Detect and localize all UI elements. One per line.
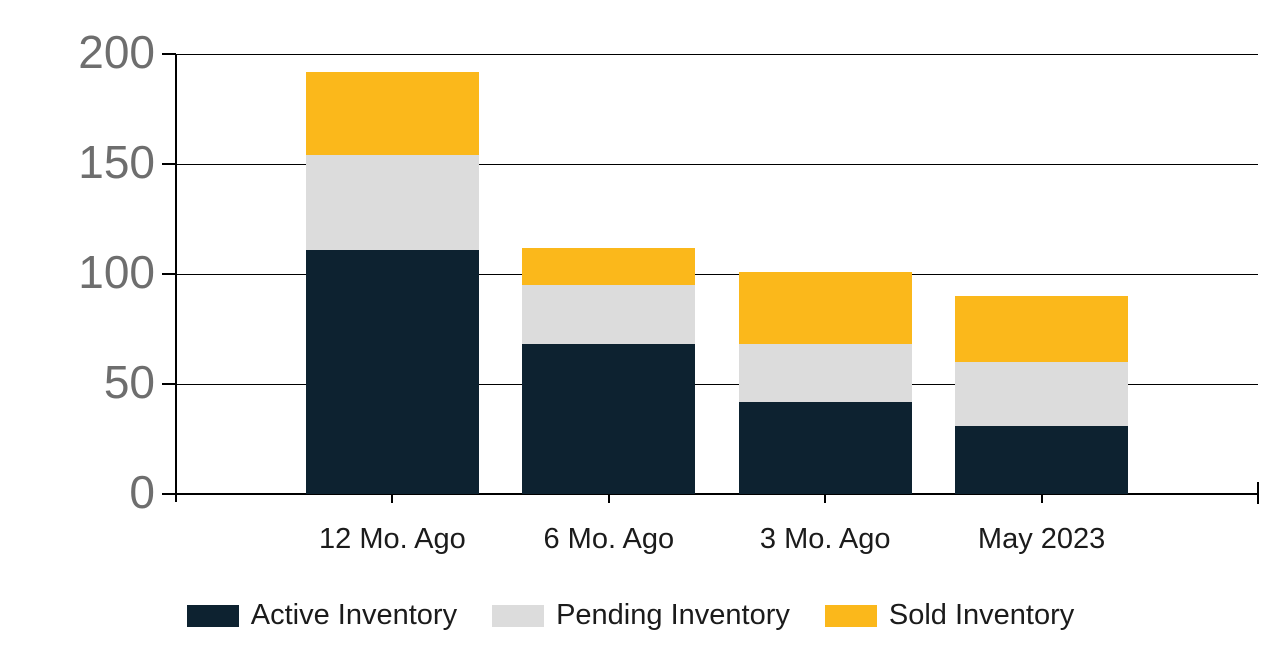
y-tick-label: 0 [129, 465, 155, 518]
x-tick [1040, 494, 1043, 503]
x-tick [607, 494, 610, 503]
x-axis-line [176, 493, 1258, 495]
bar-segment [305, 249, 479, 494]
x-tick-label: May 2023 [977, 523, 1106, 555]
y-tick [162, 493, 176, 495]
x-tick [824, 494, 827, 503]
legend-label: Pending Inventory [556, 599, 790, 631]
x-tick-label: 12 Mo. Ago [319, 523, 466, 555]
x-tick-label: 6 Mo. Ago [543, 523, 675, 555]
gridline [176, 273, 1258, 275]
plot-area: 12 Mo. Ago 6 Mo. Ago 3 Mo. Ago May 2023 [162, 53, 1259, 555]
y-axis-line [175, 54, 177, 502]
y-tick [162, 383, 176, 385]
bar-segment [305, 71, 479, 156]
legend-item-active-inventory: Active Inventory [186, 599, 458, 632]
bar-segment [738, 344, 912, 402]
y-tick-label: 200 [78, 25, 155, 78]
active-inventory-swatch-icon [186, 604, 239, 627]
bar-segment [955, 296, 1129, 362]
pending-inventory-swatch-icon [492, 604, 545, 627]
y-tick [162, 163, 176, 165]
bar-segment [522, 285, 696, 345]
legend-label: Active Inventory [250, 599, 458, 631]
bar-segment [522, 344, 696, 494]
gridline [176, 383, 1258, 385]
bar-segment [522, 247, 696, 285]
y-tick-label: 100 [78, 245, 155, 298]
y-tick-label: 50 [103, 355, 155, 408]
y-tick-label: 150 [78, 135, 155, 188]
legend-label: Sold Inventory [888, 599, 1075, 631]
bar-segment [738, 271, 912, 345]
gridline [176, 163, 1258, 165]
sold-inventory-swatch-icon [824, 604, 877, 627]
gridline [176, 53, 1258, 55]
x-axis-end-tick [1257, 482, 1259, 504]
y-tick [162, 53, 176, 55]
x-tick [391, 494, 394, 503]
x-axis-end-tick [175, 494, 177, 501]
bar-segment [955, 425, 1129, 494]
bar-segment [738, 401, 912, 494]
x-tick-label: 3 Mo. Ago [759, 523, 891, 555]
legend-item-sold-inventory: Sold Inventory [824, 599, 1075, 632]
legend-item-pending-inventory: Pending Inventory [492, 599, 790, 632]
bar-segment [955, 362, 1129, 426]
y-axis-labels: 0 50 100 150 200 [0, 26, 155, 518]
y-tick [162, 273, 176, 275]
bar-segment [305, 155, 479, 250]
legend: Active Inventory Pending Inventory Sold … [0, 599, 1261, 632]
